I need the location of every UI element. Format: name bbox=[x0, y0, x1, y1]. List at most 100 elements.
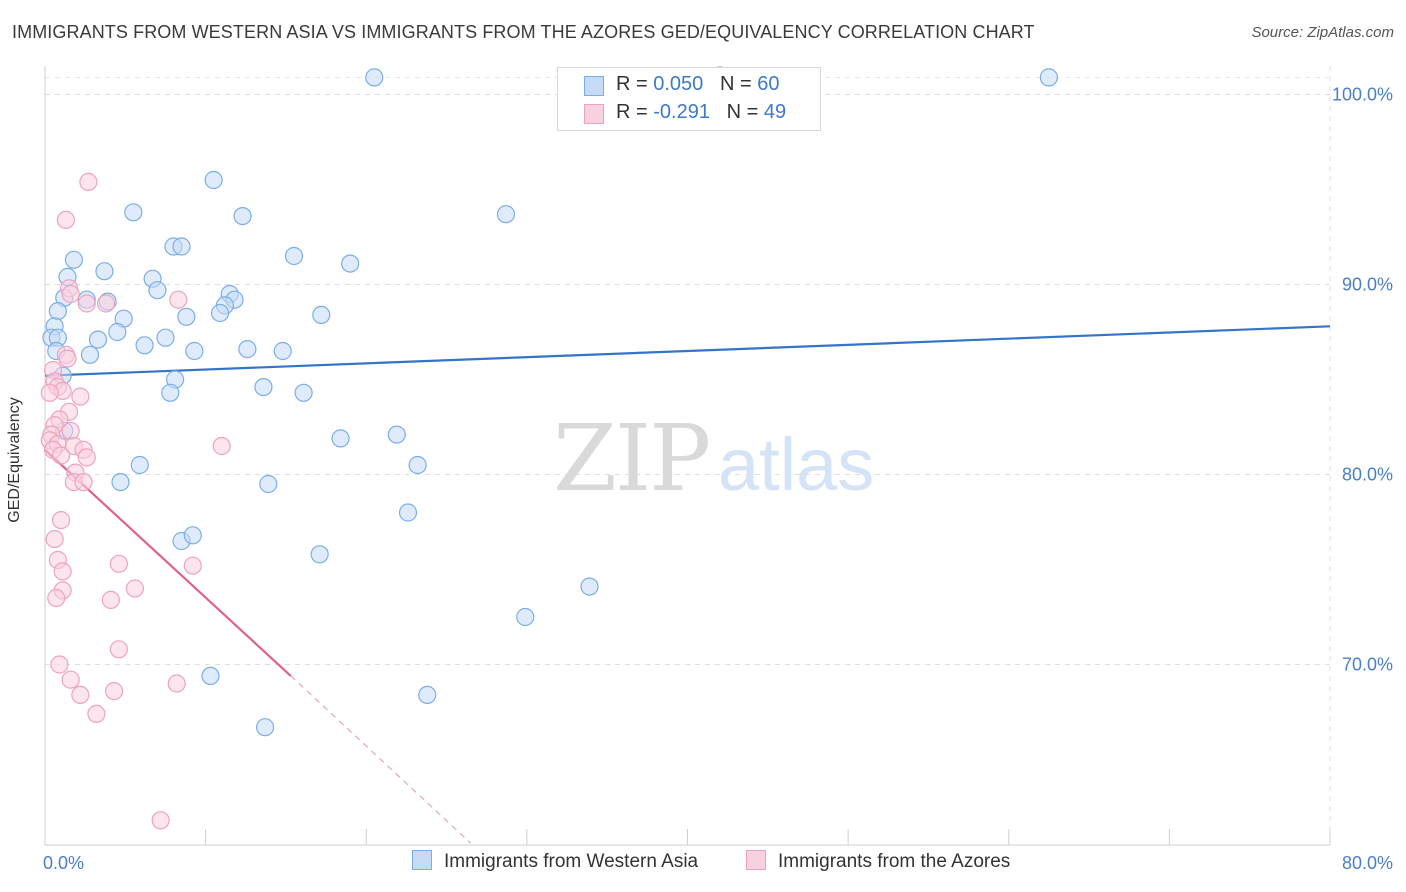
point-western-asia bbox=[210, 303, 230, 323]
point-azores bbox=[51, 446, 71, 465]
point-azores bbox=[74, 473, 93, 492]
point-western-asia bbox=[398, 503, 418, 522]
y-tick-label: 90.0% bbox=[1342, 275, 1393, 295]
point-western-asia bbox=[233, 207, 252, 226]
point-western-asia bbox=[185, 341, 204, 361]
point-western-asia bbox=[418, 685, 437, 705]
y-tick-label: 80.0% bbox=[1342, 465, 1393, 485]
point-azores bbox=[61, 421, 80, 440]
legend-r-value: -0.291 bbox=[653, 101, 710, 123]
point-azores bbox=[109, 640, 128, 659]
legend-n-value: 60 bbox=[757, 73, 780, 95]
point-western-asia bbox=[204, 170, 223, 190]
legend-n-label: N = bbox=[719, 73, 758, 95]
point-western-asia bbox=[310, 545, 329, 564]
y-tick-label: 70.0% bbox=[1342, 655, 1393, 675]
chart-source: Source: ZipAtlas.com bbox=[1251, 24, 1394, 41]
trend-lines bbox=[44, 325, 1331, 844]
y-tick-label: 100.0% bbox=[1332, 85, 1393, 105]
point-western-asia bbox=[111, 473, 130, 492]
tick-labels: 100.0% 90.0% 80.0% 70.0% 0.0% 80.0% bbox=[43, 85, 1393, 874]
point-western-asia bbox=[201, 666, 220, 686]
point-azores bbox=[79, 172, 98, 191]
x-tick-label: 80.0% bbox=[1342, 853, 1393, 873]
point-azores bbox=[167, 674, 186, 693]
point-azores bbox=[87, 704, 106, 724]
legend-swatch-azores bbox=[584, 104, 604, 124]
point-western-asia bbox=[580, 577, 599, 596]
point-western-asia bbox=[1039, 68, 1059, 87]
point-azores bbox=[53, 562, 72, 581]
point-western-asia bbox=[64, 250, 84, 269]
point-azores bbox=[109, 554, 128, 573]
bottom-legend-swatch-azores bbox=[746, 850, 766, 870]
point-azores bbox=[183, 556, 202, 575]
point-western-asia bbox=[408, 455, 427, 475]
legend-n-label: N = bbox=[726, 101, 764, 123]
point-western-asia bbox=[294, 383, 313, 402]
point-azores bbox=[71, 685, 90, 705]
bottom-legend-western-asia: Immigrants from Western Asia bbox=[412, 850, 698, 873]
point-western-asia bbox=[177, 307, 196, 326]
legend-r-value: 0.050 bbox=[653, 73, 704, 95]
point-azores bbox=[71, 387, 90, 406]
point-western-asia bbox=[284, 246, 304, 266]
trend-line-western-asia bbox=[44, 325, 1331, 377]
point-western-asia bbox=[331, 429, 350, 448]
point-azores bbox=[45, 529, 64, 549]
point-azores bbox=[104, 681, 124, 701]
point-western-asia bbox=[95, 262, 114, 281]
point-western-asia bbox=[496, 205, 516, 224]
legend-n-value: 49 bbox=[763, 101, 787, 123]
legend-swatch-western-asia bbox=[584, 76, 604, 96]
point-western-asia bbox=[365, 68, 384, 87]
bottom-legend-label: Immigrants from the Azores bbox=[778, 851, 1011, 872]
point-western-asia bbox=[341, 254, 360, 273]
stats-legend: R = 0.050 N = 60 R = -0.291 N = 49 bbox=[557, 67, 821, 131]
x-tick-label: 0.0% bbox=[43, 853, 84, 873]
bottom-legend-label: Immigrants from Western Asia bbox=[444, 851, 699, 872]
point-western-asia bbox=[156, 328, 175, 347]
point-western-asia bbox=[48, 302, 67, 321]
bottom-legend-swatch-western-asia bbox=[412, 850, 432, 870]
point-azores bbox=[169, 290, 188, 309]
point-western-asia bbox=[108, 322, 127, 342]
point-azores bbox=[58, 349, 77, 368]
point-azores bbox=[40, 383, 59, 402]
point-western-asia bbox=[161, 383, 180, 402]
point-azores bbox=[51, 510, 71, 530]
point-azores bbox=[101, 590, 120, 610]
point-western-asia bbox=[135, 336, 154, 355]
point-western-asia bbox=[516, 607, 535, 627]
point-western-asia bbox=[259, 474, 278, 494]
point-azores bbox=[56, 210, 75, 229]
point-western-asia bbox=[124, 203, 143, 222]
point-azores bbox=[96, 294, 116, 313]
point-western-asia bbox=[172, 237, 191, 256]
point-azores bbox=[50, 655, 69, 674]
data-points bbox=[40, 66, 1059, 830]
point-western-asia bbox=[88, 330, 108, 349]
watermark-zip: ZIP bbox=[553, 405, 709, 512]
point-azores bbox=[47, 588, 66, 608]
chart-title: IMMIGRANTS FROM WESTERN ASIA VS IMMIGRAN… bbox=[12, 22, 1035, 42]
point-azores bbox=[61, 670, 80, 689]
axes bbox=[44, 66, 1331, 846]
legend-r-label: R = bbox=[616, 73, 654, 95]
watermark: ZIP atlas bbox=[553, 405, 874, 512]
bottom-legend-azores: Immigrants from the Azores bbox=[746, 850, 1010, 873]
point-western-asia bbox=[80, 345, 100, 364]
watermark-atlas: atlas bbox=[718, 423, 874, 506]
point-western-asia bbox=[312, 305, 331, 324]
point-western-asia bbox=[183, 526, 202, 545]
point-azores bbox=[212, 436, 231, 456]
point-azores bbox=[77, 448, 96, 467]
point-western-asia bbox=[387, 425, 406, 444]
point-western-asia bbox=[273, 341, 292, 361]
point-azores bbox=[151, 811, 170, 830]
point-azores bbox=[125, 579, 145, 598]
legend-r-label: R = bbox=[616, 101, 654, 123]
point-azores bbox=[61, 284, 80, 304]
point-western-asia bbox=[130, 455, 149, 475]
